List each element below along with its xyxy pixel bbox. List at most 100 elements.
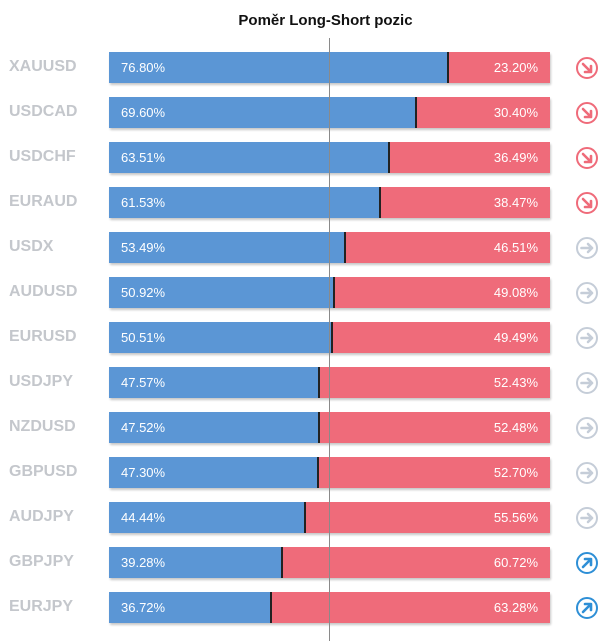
short-percent-label: 55.56% [493,510,538,525]
fifty-percent-reference-line [329,38,330,641]
short-percent-label: 52.43% [493,375,538,390]
pair-symbol: USDCHF [9,148,76,165]
long-bar-segment [109,187,380,218]
pair-symbol: USDX [9,238,54,255]
signal-arrow [581,107,593,119]
long-bar-segment [109,457,318,488]
down-right-arrow-icon [576,102,598,124]
pair-row: EURAUD 61.53% 38.47% [0,182,611,227]
ratio-bar: 47.57% 52.43% [109,367,550,398]
bar-divider [318,412,320,443]
bar-divider [304,502,306,533]
long-bar-segment [109,97,416,128]
signal-arrow [581,557,593,569]
short-percent-label: 49.49% [493,330,538,345]
long-bar-segment [109,142,389,173]
ratio-bar: 36.72% 63.28% [109,592,550,623]
signal-arrow [581,62,593,74]
bar-divider [447,52,449,83]
signal-arrow [580,422,594,434]
long-percent-label: 50.51% [121,330,166,345]
bar-divider [270,592,272,623]
short-bar-segment [319,412,550,443]
right-arrow-icon [576,282,598,304]
pair-row: XAUUSD 76.80% 23.20% [0,47,611,92]
short-percent-label: 63.28% [493,600,538,615]
short-bar-segment [334,277,550,308]
short-percent-label: 30.40% [493,105,538,120]
short-bar-segment [319,367,550,398]
ratio-bar: 50.92% 49.08% [109,277,550,308]
pair-symbol: EURUSD [9,328,77,345]
bar-divider [379,187,381,218]
pair-symbol: AUDJPY [9,508,74,525]
long-percent-label: 44.44% [121,510,166,525]
short-percent-label: 52.70% [493,465,538,480]
short-percent-label: 52.48% [493,420,538,435]
bar-divider [317,457,319,488]
pair-symbol: USDJPY [9,373,74,390]
short-bar-segment [332,322,550,353]
ratio-bar: 63.51% 36.49% [109,142,550,173]
pair-row: GBPJPY 39.28% 60.72% [0,542,611,587]
ratio-bar: 76.80% 23.20% [109,52,550,83]
pair-row: EURJPY 36.72% 63.28% [0,587,611,632]
bar-divider [281,547,283,578]
bar-divider [318,367,320,398]
bar-divider [415,97,417,128]
long-percent-label: 36.72% [121,600,166,615]
long-bar-segment [109,367,319,398]
pair-row: NZDUSD 47.52% 52.48% [0,407,611,452]
long-percent-label: 53.49% [121,240,166,255]
long-percent-label: 47.52% [121,420,166,435]
long-percent-label: 39.28% [121,555,166,570]
short-percent-label: 49.08% [493,285,538,300]
signal-arrow [581,197,593,209]
pair-symbol: XAUUSD [9,58,77,75]
ratio-bar: 39.28% 60.72% [109,547,550,578]
right-arrow-icon [576,372,598,394]
signal-arrow [580,512,594,524]
ratio-bar: 61.53% 38.47% [109,187,550,218]
right-arrow-icon [576,327,598,349]
signal-arrow [580,287,594,299]
long-bar-segment [109,502,305,533]
pair-row: USDJPY 47.57% 52.43% [0,362,611,407]
long-percent-label: 50.92% [121,285,166,300]
long-percent-label: 69.60% [121,105,166,120]
long-percent-label: 47.30% [121,465,166,480]
pair-symbol: EURAUD [9,193,78,210]
pair-row: EURUSD 50.51% 49.49% [0,317,611,362]
pair-symbol: GBPJPY [9,553,74,570]
signal-arrow [581,602,593,614]
signal-arrow [580,467,594,479]
up-right-arrow-icon [576,597,598,619]
signal-arrow [580,377,594,389]
right-arrow-icon [576,237,598,259]
pair-row: GBPUSD 47.30% 52.70% [0,452,611,497]
pair-row: AUDUSD 50.92% 49.08% [0,272,611,317]
pair-symbol: AUDUSD [9,283,78,300]
long-bar-segment [109,547,282,578]
short-bar-segment [282,547,550,578]
pair-symbol: NZDUSD [9,418,76,435]
right-arrow-icon [576,507,598,529]
signal-arrow [580,242,594,254]
short-percent-label: 60.72% [493,555,538,570]
short-percent-label: 23.20% [493,60,538,75]
long-percent-label: 61.53% [121,195,166,210]
up-right-arrow-icon [576,552,598,574]
short-bar-segment [416,97,550,128]
short-bar-segment [448,52,550,83]
pair-row: USDCAD 69.60% 30.40% [0,92,611,137]
ratio-bar: 53.49% 46.51% [109,232,550,263]
short-percent-label: 46.51% [493,240,538,255]
ratio-bar: 47.30% 52.70% [109,457,550,488]
bar-divider [388,142,390,173]
signal-arrow [581,152,593,164]
long-bar-segment [109,277,334,308]
short-bar-segment [318,457,550,488]
bar-divider [344,232,346,263]
short-bar-segment [389,142,550,173]
short-percent-label: 36.49% [493,150,538,165]
